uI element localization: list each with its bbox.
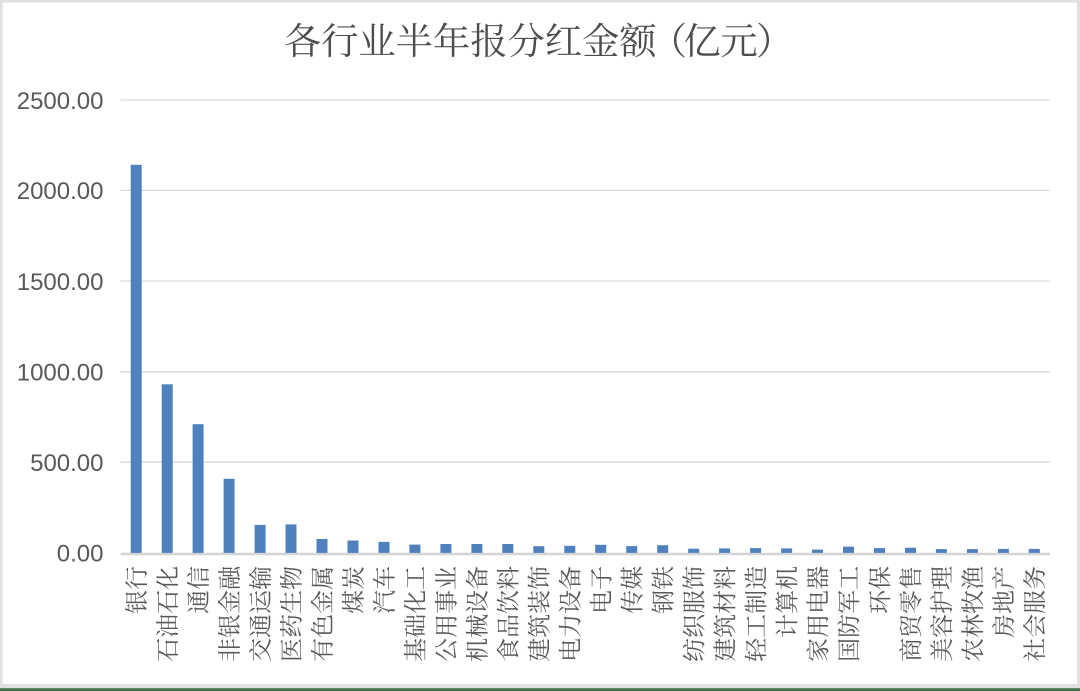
svg-text:2000.00: 2000.00 bbox=[17, 178, 104, 205]
svg-text:0.00: 0.00 bbox=[57, 541, 104, 568]
svg-text:500.00: 500.00 bbox=[30, 450, 103, 477]
svg-text:1000.00: 1000.00 bbox=[17, 360, 104, 387]
svg-text:2500.00: 2500.00 bbox=[17, 88, 104, 115]
svg-text:1500.00: 1500.00 bbox=[17, 269, 104, 296]
